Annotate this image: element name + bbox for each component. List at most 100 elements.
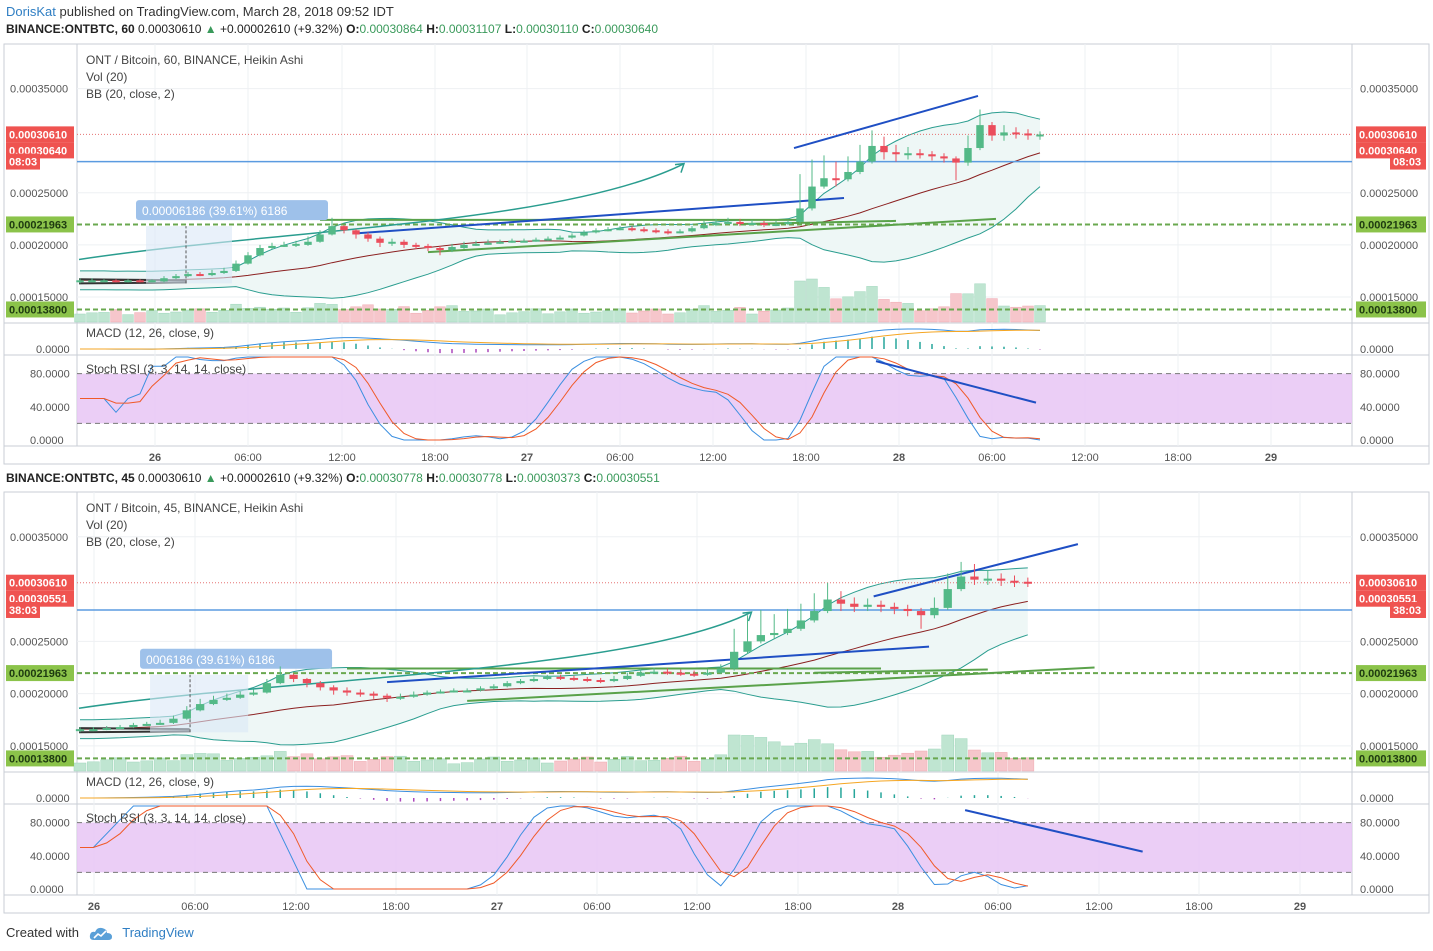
stoch-tick-right: 80.0000 [1360, 818, 1400, 830]
candle-body [730, 651, 739, 669]
candle-body [222, 697, 231, 700]
volume-bar [962, 293, 974, 323]
volume-bar [861, 751, 874, 772]
volume-bar [890, 301, 902, 323]
volume-bar [470, 310, 482, 323]
volume-bar [540, 762, 554, 772]
candle-body [770, 632, 779, 636]
volume-bar [374, 308, 386, 323]
tradingview-brand[interactable]: TradingView [122, 925, 194, 940]
candle-body [169, 718, 178, 723]
volume-bar [500, 760, 514, 772]
chart-panel-top[interactable]: 0.00035000 0.00035000 0.00025000 0.00025000… [0, 42, 1433, 466]
volume-bar [950, 293, 962, 323]
time-tick: 06:00 [984, 901, 1012, 913]
measure-label: 0006186 (39.61%) 6186 [146, 653, 275, 667]
volume-bar [634, 760, 647, 772]
candles-layer [76, 109, 1044, 284]
volume-bar [901, 752, 914, 772]
candle-body [604, 229, 612, 232]
candle-body [489, 686, 498, 689]
last-price-label-right-bg [1356, 126, 1426, 143]
candle-body [364, 234, 372, 239]
volume-bar [278, 307, 290, 323]
symbol-price: 0.00030610 [138, 22, 202, 36]
volume-bar [938, 306, 950, 323]
legend-title: ONT / Bitcoin, 45, BINANCE, Heikin Ashi [86, 501, 303, 515]
candle-body [409, 694, 418, 697]
support-low-label-right: 0.00013800 [1359, 304, 1417, 316]
up-arrow-icon: ▲ [204, 22, 217, 36]
candle-body [328, 226, 336, 235]
volume-bar [420, 759, 434, 772]
stoch-tick-right: 0.0000 [1360, 884, 1394, 896]
price-tick-right: 0.00020000 [1360, 240, 1418, 252]
candle-body [930, 607, 939, 616]
volume-bar [998, 305, 1010, 323]
volume-bar [350, 306, 362, 323]
high-value: 0.00031107 [438, 22, 502, 36]
publish-header: DorisKat published on TradingView.com, M… [6, 4, 394, 19]
volume-bar [602, 310, 614, 323]
volume-bar [170, 311, 182, 323]
volume-bar [206, 311, 218, 323]
volume-bar [968, 749, 981, 772]
candle-body [220, 270, 228, 274]
support-high-label-right: 0.00021963 [1359, 219, 1417, 231]
candle-body [743, 641, 752, 652]
volume-bar [146, 310, 158, 323]
high-label: H: [426, 22, 439, 36]
price-tick-left: 0.00020000 [10, 689, 68, 701]
price-tick-right: 0.00015000 [1360, 292, 1418, 304]
candle-body [232, 263, 240, 271]
candle-body [436, 248, 444, 251]
trend-green-rising [427, 217, 997, 254]
candle-body [356, 692, 365, 695]
stoch-divergence-line [964, 809, 1143, 853]
high-label: H: [426, 471, 439, 485]
candle-body [623, 675, 632, 679]
stoch-tick-left: 0.0000 [30, 435, 64, 447]
candle-body [342, 690, 352, 693]
candle-body [112, 280, 120, 283]
symbol-change: +0.00002610 (+9.32%) [220, 471, 343, 485]
time-tick: 12:00 [1085, 901, 1113, 913]
candle-body [529, 678, 539, 682]
chart-panel-bottom[interactable]: 0.00035000 0.00035000 0.00025000 0.00025000… [0, 490, 1433, 916]
macd-signal-line [80, 778, 1028, 799]
volume-bar [354, 761, 367, 772]
countdown-label-left: 08:03 [9, 157, 37, 169]
candle-body [700, 225, 708, 229]
legend-indicator: Vol (20) [86, 70, 127, 84]
support-low-label-left: 0.00013800 [9, 304, 67, 316]
volume-bar [607, 758, 621, 772]
candle-body [280, 244, 288, 247]
candle-body [463, 690, 472, 693]
candle-body [983, 578, 992, 581]
candle-body [716, 668, 725, 673]
time-tick: 18:00 [792, 452, 820, 464]
volume-bar [926, 308, 938, 323]
candle-body [676, 231, 684, 234]
volume-bar [487, 756, 501, 772]
author-link[interactable]: DorisKat [6, 4, 56, 19]
candle-body [703, 672, 712, 675]
candle-body [928, 154, 936, 157]
volume-bar [514, 759, 527, 772]
volume-bar [447, 763, 461, 772]
candle-body [276, 674, 285, 684]
candle-body [844, 171, 852, 180]
price-tick-right: 0.00035000 [1360, 532, 1418, 544]
volume-bar [834, 749, 848, 772]
volume-bar [153, 757, 167, 772]
volume-bar [821, 743, 834, 772]
stoch-tick-right: 0.0000 [1360, 435, 1394, 447]
volume-bar [914, 750, 928, 772]
volume-bar [746, 313, 758, 323]
volume-bar [674, 312, 686, 323]
volume-bar [247, 756, 260, 772]
volume-bar [994, 752, 1008, 772]
time-tick: 18:00 [784, 901, 812, 913]
candle-body [868, 145, 876, 162]
volume-bar [122, 314, 134, 323]
